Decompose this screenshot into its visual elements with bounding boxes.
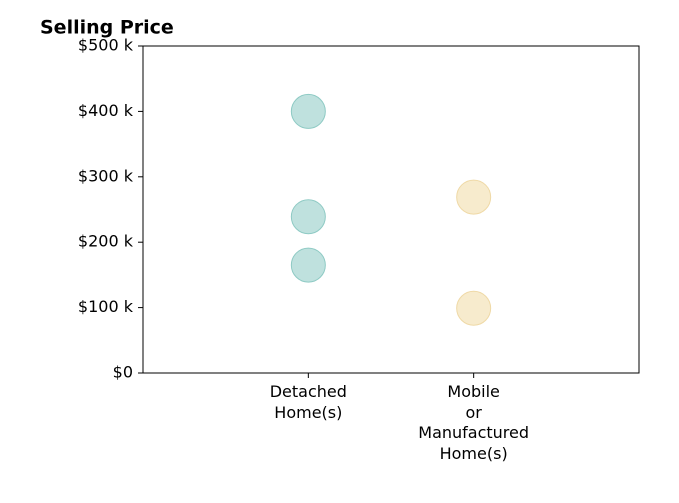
chart-title: Selling Price — [40, 17, 174, 39]
x-tick-label: Mobile or Manufactured Home(s) — [418, 382, 530, 463]
y-tick-label: $300 k — [78, 166, 134, 185]
point — [456, 179, 492, 215]
y-tick-label: $400 k — [78, 101, 134, 120]
point — [290, 199, 326, 235]
y-tick-label: $200 k — [78, 232, 134, 251]
plot-frame — [142, 45, 640, 374]
point — [456, 290, 492, 326]
point — [290, 247, 326, 283]
x-tick-label: Detached Home(s) — [269, 382, 347, 422]
point — [290, 93, 326, 129]
y-tick-label: $500 k — [78, 36, 134, 55]
y-tick-label: $100 k — [78, 297, 134, 316]
y-tick-label: $0 — [113, 363, 133, 382]
